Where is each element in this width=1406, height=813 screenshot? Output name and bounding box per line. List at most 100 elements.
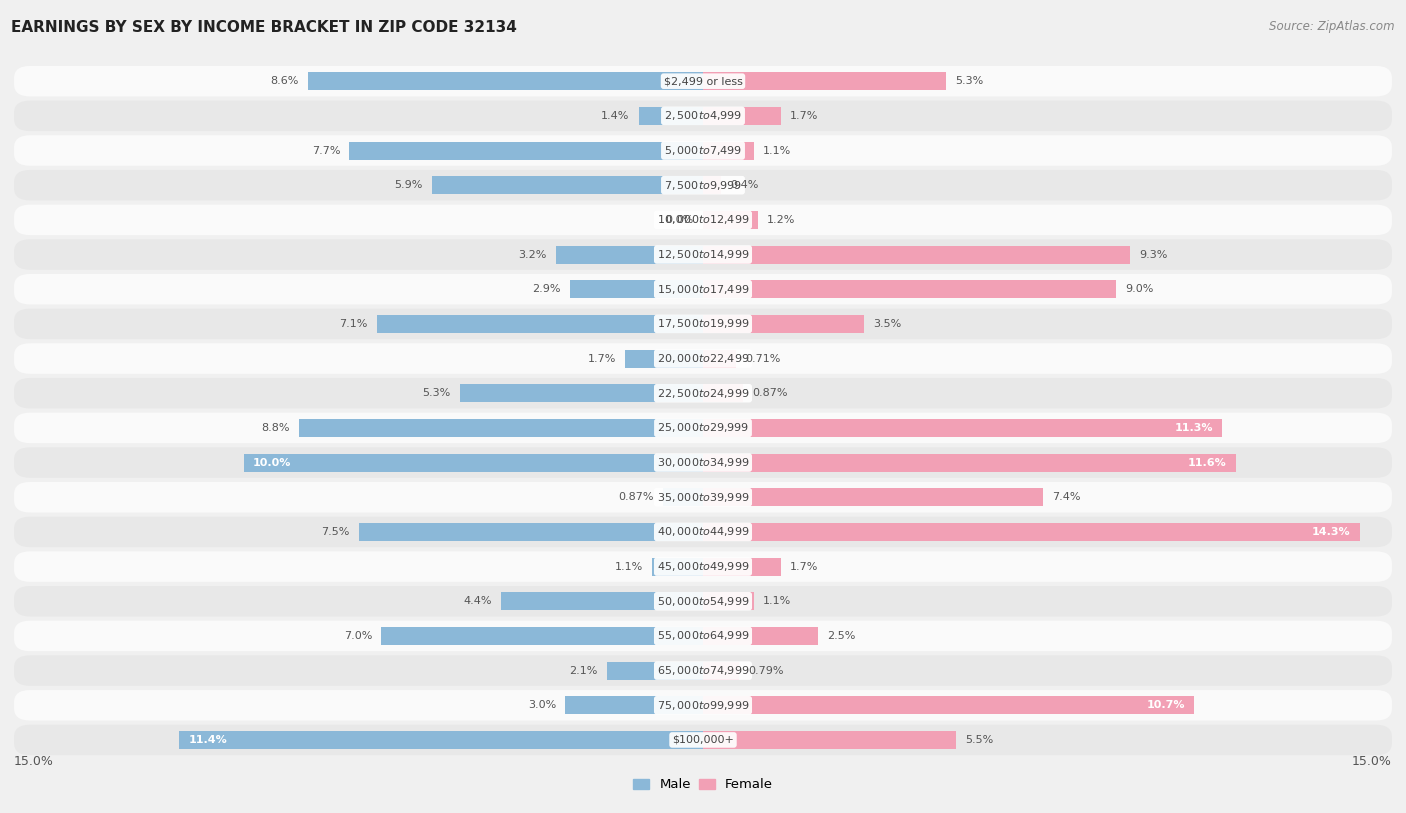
- Text: 7.4%: 7.4%: [1052, 492, 1081, 502]
- Bar: [703, 592, 754, 611]
- Text: 4.4%: 4.4%: [463, 596, 492, 606]
- Text: $100,000+: $100,000+: [672, 735, 734, 745]
- FancyBboxPatch shape: [14, 205, 1392, 235]
- Text: $65,000 to $74,999: $65,000 to $74,999: [657, 664, 749, 677]
- Bar: [432, 176, 703, 194]
- Bar: [703, 176, 721, 194]
- Text: 5.3%: 5.3%: [956, 76, 984, 86]
- Text: 3.5%: 3.5%: [873, 319, 901, 329]
- Bar: [703, 696, 1195, 715]
- FancyBboxPatch shape: [14, 724, 1392, 755]
- Bar: [703, 350, 735, 367]
- Text: $20,000 to $22,499: $20,000 to $22,499: [657, 352, 749, 365]
- Text: 1.2%: 1.2%: [768, 215, 796, 225]
- Text: $50,000 to $54,999: $50,000 to $54,999: [657, 595, 749, 608]
- Text: $55,000 to $64,999: $55,000 to $64,999: [657, 629, 749, 642]
- Text: 5.3%: 5.3%: [422, 389, 450, 398]
- Text: 11.3%: 11.3%: [1174, 423, 1213, 433]
- FancyBboxPatch shape: [14, 101, 1392, 131]
- Text: 7.1%: 7.1%: [339, 319, 368, 329]
- Bar: [349, 141, 703, 159]
- Text: $25,000 to $29,999: $25,000 to $29,999: [657, 421, 749, 434]
- Text: $17,500 to $19,999: $17,500 to $19,999: [657, 317, 749, 330]
- Text: $5,000 to $7,499: $5,000 to $7,499: [664, 144, 742, 157]
- FancyBboxPatch shape: [14, 239, 1392, 270]
- FancyBboxPatch shape: [14, 413, 1392, 443]
- Text: 1.7%: 1.7%: [588, 354, 616, 363]
- FancyBboxPatch shape: [14, 586, 1392, 616]
- Bar: [703, 558, 782, 576]
- FancyBboxPatch shape: [14, 655, 1392, 686]
- Text: 1.7%: 1.7%: [790, 562, 818, 572]
- Text: 11.4%: 11.4%: [188, 735, 228, 745]
- Bar: [703, 454, 1236, 472]
- Text: 1.4%: 1.4%: [602, 111, 630, 121]
- Bar: [359, 523, 703, 541]
- Bar: [460, 385, 703, 402]
- Bar: [703, 141, 754, 159]
- Bar: [703, 246, 1130, 263]
- Text: 7.7%: 7.7%: [312, 146, 340, 155]
- Text: 15.0%: 15.0%: [1353, 755, 1392, 768]
- Bar: [606, 662, 703, 680]
- Bar: [703, 419, 1222, 437]
- Bar: [638, 107, 703, 125]
- Bar: [299, 419, 703, 437]
- Text: Source: ZipAtlas.com: Source: ZipAtlas.com: [1270, 20, 1395, 33]
- Text: 8.6%: 8.6%: [270, 76, 299, 86]
- Bar: [501, 592, 703, 611]
- Text: 5.5%: 5.5%: [965, 735, 993, 745]
- Text: 1.7%: 1.7%: [790, 111, 818, 121]
- Text: 2.5%: 2.5%: [827, 631, 855, 641]
- Bar: [703, 523, 1360, 541]
- Text: 7.5%: 7.5%: [321, 527, 349, 537]
- Text: 2.9%: 2.9%: [531, 285, 561, 294]
- Text: $22,500 to $24,999: $22,500 to $24,999: [657, 387, 749, 400]
- Text: $2,500 to $4,999: $2,500 to $4,999: [664, 110, 742, 122]
- Bar: [377, 315, 703, 333]
- Text: EARNINGS BY SEX BY INCOME BRACKET IN ZIP CODE 32134: EARNINGS BY SEX BY INCOME BRACKET IN ZIP…: [11, 20, 517, 35]
- Text: 1.1%: 1.1%: [762, 146, 792, 155]
- Bar: [703, 315, 863, 333]
- FancyBboxPatch shape: [14, 620, 1392, 651]
- Text: 0.87%: 0.87%: [619, 492, 654, 502]
- Text: $7,500 to $9,999: $7,500 to $9,999: [664, 179, 742, 192]
- FancyBboxPatch shape: [14, 551, 1392, 582]
- Bar: [624, 350, 703, 367]
- FancyBboxPatch shape: [14, 517, 1392, 547]
- Bar: [652, 558, 703, 576]
- FancyBboxPatch shape: [14, 378, 1392, 408]
- Bar: [703, 280, 1116, 298]
- Text: $2,499 or less: $2,499 or less: [664, 76, 742, 86]
- Text: $35,000 to $39,999: $35,000 to $39,999: [657, 491, 749, 504]
- Bar: [381, 627, 703, 645]
- Text: $10,000 to $12,499: $10,000 to $12,499: [657, 213, 749, 226]
- Bar: [703, 211, 758, 229]
- Bar: [565, 696, 703, 715]
- FancyBboxPatch shape: [14, 135, 1392, 166]
- Bar: [703, 72, 946, 90]
- Text: 10.0%: 10.0%: [253, 458, 291, 467]
- Bar: [703, 107, 782, 125]
- Text: 14.3%: 14.3%: [1312, 527, 1351, 537]
- FancyBboxPatch shape: [14, 274, 1392, 304]
- Text: 5.9%: 5.9%: [395, 180, 423, 190]
- Bar: [308, 72, 703, 90]
- FancyBboxPatch shape: [14, 447, 1392, 478]
- Text: 2.1%: 2.1%: [569, 666, 598, 676]
- Legend: Male, Female: Male, Female: [627, 773, 779, 797]
- Bar: [703, 662, 740, 680]
- Text: 11.6%: 11.6%: [1188, 458, 1226, 467]
- FancyBboxPatch shape: [14, 170, 1392, 201]
- Text: 3.2%: 3.2%: [519, 250, 547, 259]
- Bar: [555, 246, 703, 263]
- Text: 15.0%: 15.0%: [14, 755, 53, 768]
- Text: 8.8%: 8.8%: [262, 423, 290, 433]
- Bar: [703, 489, 1043, 506]
- Text: 0.71%: 0.71%: [745, 354, 780, 363]
- Text: $40,000 to $44,999: $40,000 to $44,999: [657, 525, 749, 538]
- Text: 7.0%: 7.0%: [344, 631, 373, 641]
- Bar: [243, 454, 703, 472]
- Bar: [703, 385, 742, 402]
- Bar: [569, 280, 703, 298]
